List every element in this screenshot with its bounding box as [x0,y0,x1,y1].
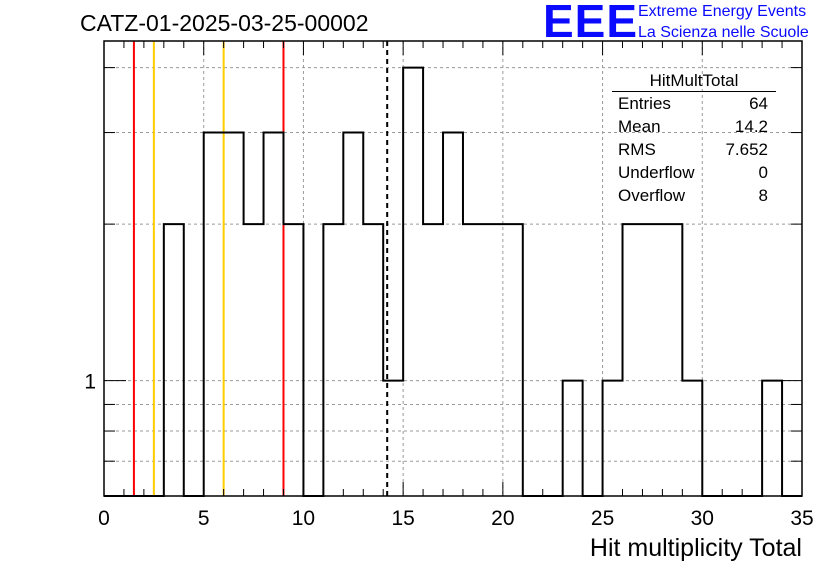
x-tick-label: 30 [691,507,714,530]
stats-row-overflow: Overflow 8 [612,184,776,207]
x-tick-label: 0 [98,507,110,530]
histogram-bin [623,224,643,496]
histogram-bin [244,224,264,496]
histogram-bin [443,133,463,496]
histogram-bin [224,133,244,496]
histogram-bin [503,224,523,496]
histogram-bin [323,224,343,496]
stats-box: HitMultTotal Entries 64 Mean 14.2 RMS 7.… [612,71,776,207]
stats-value: 7.652 [725,140,768,159]
logo-text-line1: Extreme Energy Events [638,3,807,20]
x-tick-label: 10 [292,507,315,530]
x-axis-label: Hit multiplicity Total [589,534,802,562]
stats-value: 64 [749,94,768,113]
x-tick-label: 20 [491,507,514,530]
histogram-bin [682,381,702,496]
reference-lines [132,41,389,496]
axes: 0 5 10 15 20 25 30 35 1 [84,40,814,530]
histogram-bin [463,224,483,496]
stats-label: Entries [618,94,671,113]
stats-title: HitMultTotal [612,71,776,92]
chart-title: CATZ-01-2025-03-25-00002 [80,10,369,36]
histogram-bin [403,68,423,496]
x-tick-label: 35 [790,507,813,530]
histogram-bin [164,224,184,496]
stats-value: 0 [758,163,768,182]
histogram-bin [363,224,383,496]
histogram-bin [264,133,284,496]
plot-frame [103,40,803,497]
stats-label: RMS [618,140,656,159]
histogram-series [104,66,802,497]
histogram-outline [104,66,802,497]
stats-label: Overflow [618,186,686,205]
histogram-bin [662,224,682,496]
stats-value: 8 [758,186,768,205]
x-tick-label: 25 [591,507,614,530]
histogram-bin [204,133,224,496]
histogram-bin [483,224,503,496]
histogram-bin [603,381,623,496]
stats-row-mean: Mean 14.2 [612,115,776,138]
x-tick-label: 5 [198,507,210,530]
stats-row-rms: RMS 7.652 [612,138,776,161]
histogram-bin [642,224,662,496]
stats-row-entries: Entries 64 [612,92,776,115]
eee-logo: EEE [543,0,639,47]
stats-label: Mean [618,117,661,136]
histogram-bin [423,224,443,496]
y-tick-label: 1 [84,371,96,394]
logo-text-line2: La Scienza nelle Scuole [638,24,809,41]
histogram-bin [343,133,363,496]
stats-value: 14.2 [734,117,768,136]
histogram-bin [762,381,782,496]
stats-row-underflow: Underflow 0 [612,161,776,184]
histogram-bin [283,224,303,496]
histogram-bin [563,381,583,496]
stats-label: Underflow [618,163,695,182]
x-tick-label: 15 [391,507,414,530]
